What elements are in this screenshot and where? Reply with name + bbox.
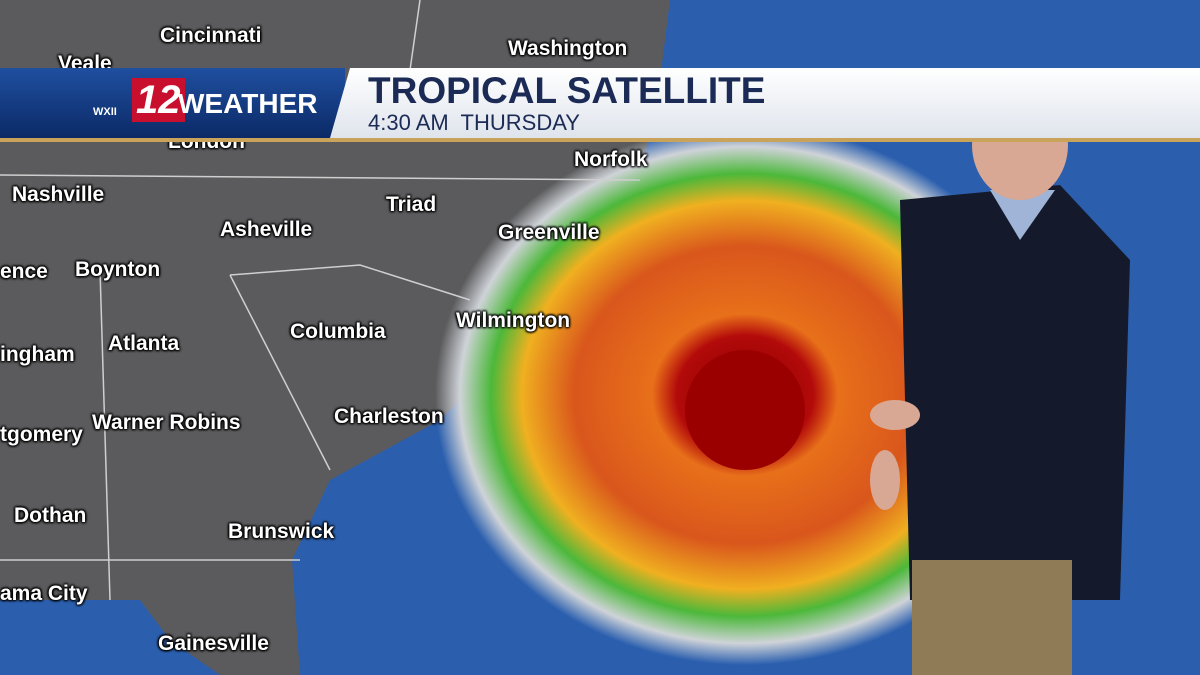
gulf	[0, 600, 220, 675]
city-label: Nashville	[12, 183, 105, 206]
title: TROPICAL SATELLITE	[368, 70, 766, 111]
channel-number: 12	[132, 78, 185, 122]
hurricane-eye	[685, 350, 805, 470]
city-label: ingham	[0, 343, 75, 366]
city-label: Washington	[508, 37, 628, 60]
city-label: Brunswick	[228, 520, 335, 543]
city-label: Greenville	[498, 221, 600, 244]
city-label: Asheville	[220, 218, 313, 241]
city-label: ama City	[0, 582, 88, 605]
city-label: Charleston	[334, 405, 444, 428]
subtitle: 4:30 AM THURSDAY	[368, 110, 580, 135]
city-label: Wilmington	[456, 309, 571, 332]
city-label: Boynton	[75, 258, 161, 281]
city-label: Atlanta	[108, 332, 180, 355]
city-label: Gainesville	[158, 632, 269, 655]
station-call: WXII	[93, 106, 117, 118]
city-label: Triad	[386, 193, 437, 216]
city-label: ence	[0, 260, 48, 283]
city-label: Dothan	[14, 504, 87, 527]
city-label: tgomery	[0, 423, 83, 446]
title-banner: TROPICAL SATELLITE 4:30 AM THURSDAY	[330, 68, 1200, 138]
city-label: Cincinnati	[160, 24, 262, 47]
state-borders	[0, 0, 641, 601]
city-label: Norfolk	[574, 148, 648, 171]
brand: WEATHER	[178, 88, 318, 119]
meteorologist	[870, 90, 1130, 675]
city-label: Columbia	[290, 320, 386, 343]
city-label: Warner Robins	[92, 411, 241, 434]
station-banner: WXII 12 WEATHER	[0, 68, 345, 138]
banner-rule	[0, 138, 1200, 142]
